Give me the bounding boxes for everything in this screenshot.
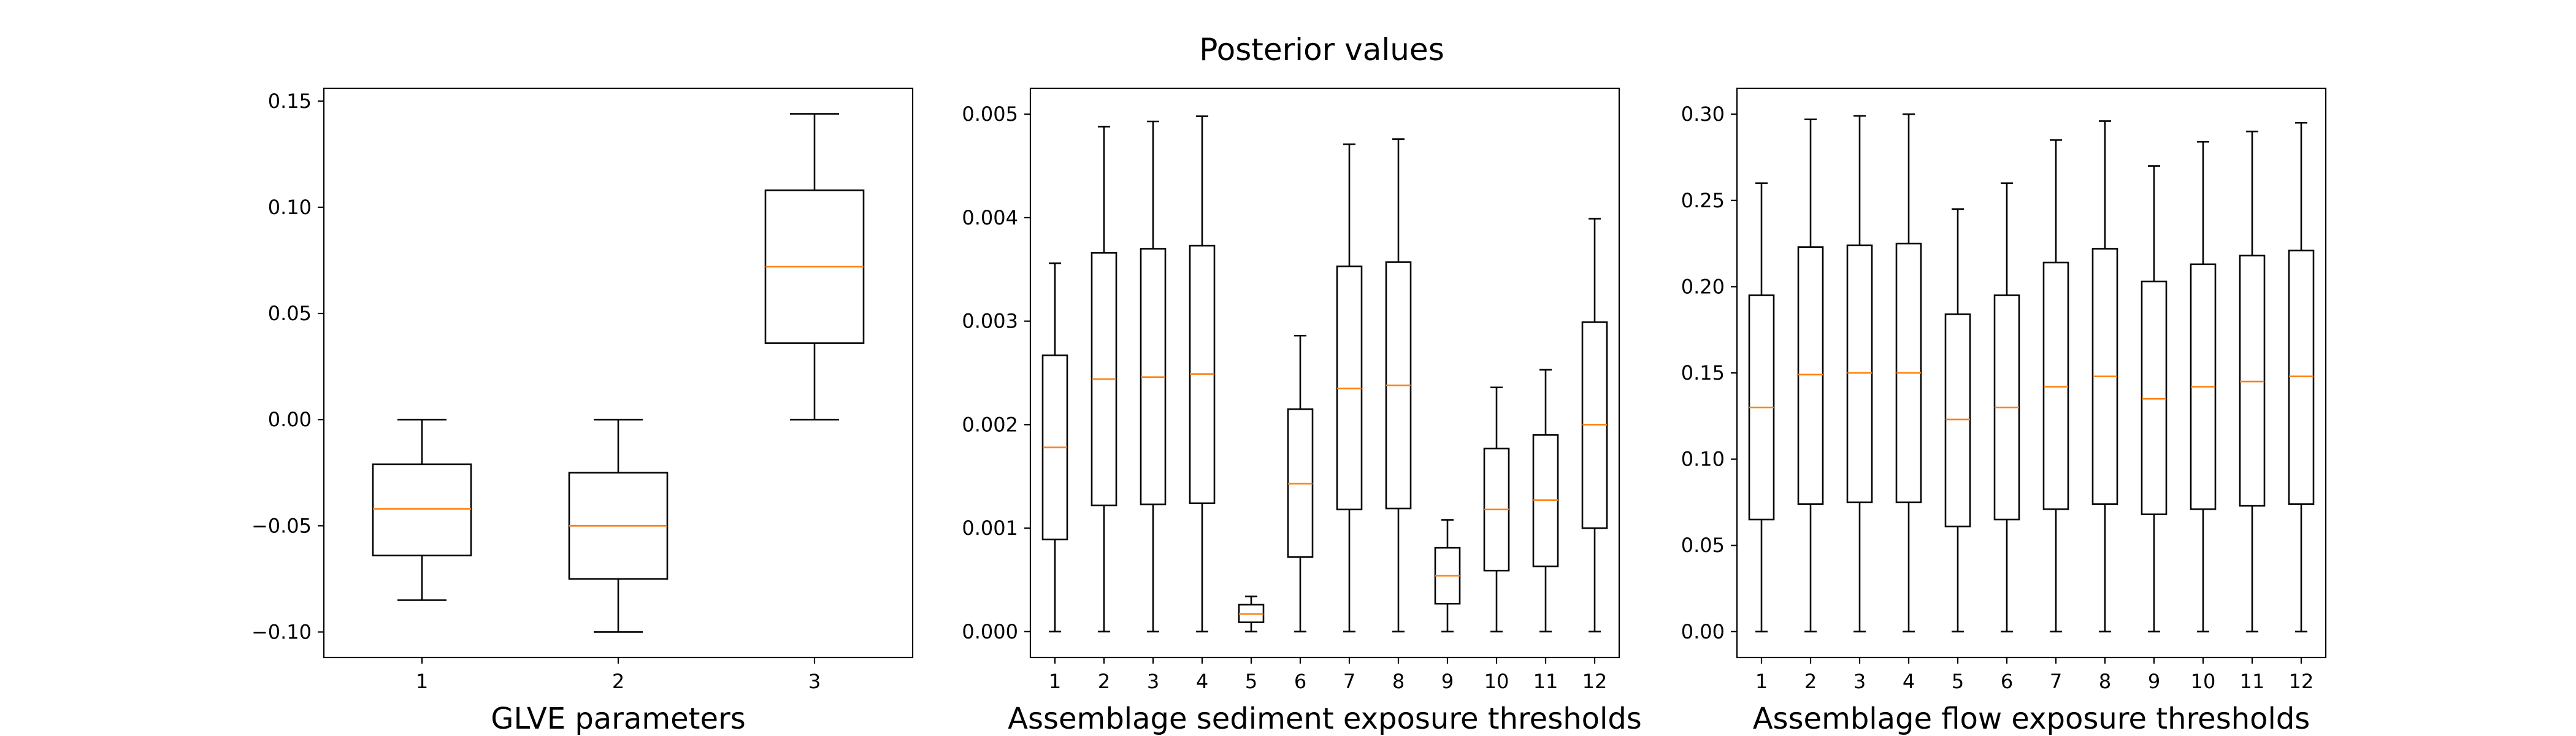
- x-tick-label: 3: [1147, 670, 1159, 693]
- x-tick-label: 12: [2289, 670, 2314, 693]
- y-tick-label: 0.001: [962, 516, 1018, 540]
- x-tick-label: 2: [1098, 670, 1110, 693]
- x-tick-label: 9: [1441, 670, 1454, 693]
- x-tick-label: 3: [1853, 670, 1866, 693]
- box-3: [1846, 115, 1873, 633]
- box-iqr: [2042, 261, 2069, 510]
- box-iqr: [1944, 313, 1971, 527]
- box-2: [1797, 118, 1824, 633]
- box-6: [1287, 334, 1314, 633]
- figure-title: Posterior values: [1199, 32, 1444, 67]
- x-tick-label: 7: [2050, 670, 2062, 693]
- x-axis-label: Assemblage sediment exposure thresholds: [1008, 702, 1642, 736]
- x-tick-label: 4: [1903, 670, 1915, 693]
- box-iqr: [372, 463, 472, 557]
- y-tick-label: 0.25: [1681, 189, 1725, 212]
- y-tick-label: 0.00: [1681, 620, 1725, 643]
- box-iqr: [2239, 255, 2266, 507]
- axes-frame: [323, 87, 914, 659]
- y-tick-label: 0.004: [962, 206, 1018, 229]
- box-iqr: [1846, 244, 1873, 504]
- y-tick-label: 0.30: [1681, 102, 1725, 126]
- box-1: [1748, 182, 1775, 633]
- box-3: [764, 113, 865, 421]
- x-tick-label: 11: [2240, 670, 2265, 693]
- x-tick-label: 2: [1804, 670, 1817, 693]
- x-tick-label: 5: [1245, 670, 1257, 693]
- y-tick-label: 0.10: [1681, 448, 1725, 471]
- box-11: [1532, 369, 1559, 633]
- x-axis-label: GLVE parameters: [491, 702, 746, 736]
- box-iqr: [1797, 246, 1824, 505]
- box-4: [1895, 113, 1922, 633]
- box-6: [1993, 182, 2020, 633]
- x-tick-label: 6: [1294, 670, 1306, 693]
- x-tick-label: 10: [1484, 670, 1509, 693]
- x-axis-label: Assemblage flow exposure thresholds: [1753, 702, 2310, 736]
- box-1: [1041, 262, 1068, 633]
- box-10: [2190, 140, 2217, 633]
- box-12: [1581, 218, 1608, 633]
- box-9: [2141, 165, 2168, 633]
- x-tick-label: 7: [1343, 670, 1355, 693]
- x-tick-label: 3: [808, 670, 821, 693]
- x-tick-label: 5: [1952, 670, 1964, 693]
- y-tick-label: 0.002: [962, 413, 1018, 436]
- x-tick-label: 1: [1049, 670, 1061, 693]
- y-tick-label: −0.10: [251, 620, 312, 643]
- box-9: [1434, 519, 1461, 633]
- panel-flow-exposure-thresholds: 0.000.050.100.150.200.250.301 2 3 4 5 6 7 8 9 10 1…: [1681, 87, 2327, 736]
- y-tick-label: 0.005: [962, 102, 1018, 126]
- x-tick-label: 2: [612, 670, 624, 693]
- y-tick-label: 0.05: [268, 302, 312, 325]
- y-tick-label: 0.00: [268, 408, 312, 431]
- y-tick-label: −0.05: [251, 514, 312, 537]
- box-5: [1944, 208, 1971, 633]
- y-tick-label: 0.15: [268, 90, 312, 113]
- y-tick-label: 0.05: [1681, 534, 1725, 557]
- y-tick-label: 0.003: [962, 310, 1018, 333]
- box-11: [2239, 131, 2266, 633]
- x-tick-label: 1: [1755, 670, 1768, 693]
- panel-glve-parameters: −0.10 −0.05 0.00 0.05 0.10 0.15 1 2 3 GLVE parame…: [251, 87, 914, 736]
- x-tick-label: 8: [1392, 670, 1405, 693]
- y-tick-label: 0.15: [1681, 361, 1725, 385]
- box-12: [2288, 121, 2315, 633]
- box-7: [2042, 139, 2069, 633]
- box-iqr: [2141, 280, 2168, 515]
- box-8: [1385, 138, 1412, 633]
- box-4: [1189, 115, 1216, 633]
- box-2: [1091, 126, 1117, 633]
- box-8: [2091, 120, 2118, 633]
- x-tick-label: 1: [416, 670, 428, 693]
- box-3: [1140, 120, 1167, 633]
- x-tick-label: 9: [2148, 670, 2160, 693]
- axes-frame: [1736, 87, 2327, 659]
- x-tick-label: 10: [2191, 670, 2216, 693]
- axes-frame: [1029, 87, 1620, 659]
- y-tick-label: 0.20: [1681, 275, 1725, 298]
- box-iqr: [2288, 250, 2315, 505]
- x-tick-label: 8: [2099, 670, 2111, 693]
- box-1: [372, 418, 472, 601]
- box-2: [568, 418, 669, 633]
- x-tick-label: 11: [1533, 670, 1558, 693]
- y-tick-label: 0.000: [962, 620, 1018, 643]
- box-10: [1483, 386, 1510, 633]
- x-tick-label: 6: [2001, 670, 2013, 693]
- box-5: [1238, 596, 1265, 633]
- box-7: [1336, 143, 1363, 633]
- x-tick-label: 12: [1582, 670, 1608, 693]
- y-tick-label: 0.10: [268, 196, 312, 219]
- x-tick-label: 4: [1196, 670, 1208, 693]
